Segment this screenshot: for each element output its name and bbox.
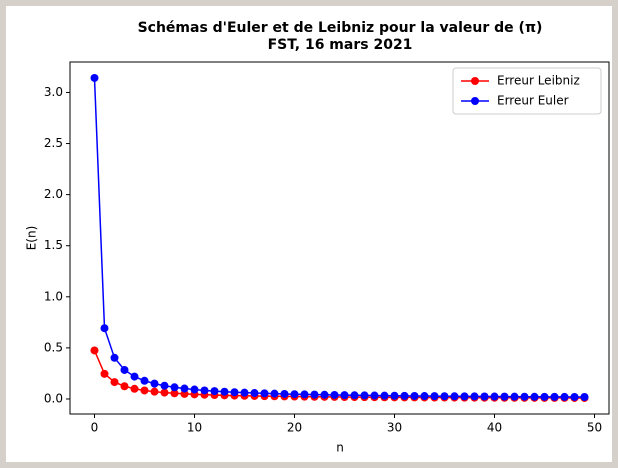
data-point <box>570 392 579 401</box>
legend-box <box>452 67 602 115</box>
data-point <box>90 346 99 355</box>
data-point <box>270 389 279 398</box>
y-tick-label: 2.5 <box>44 136 63 150</box>
x-tick-label: 0 <box>91 421 99 435</box>
y-tick-label: 1.5 <box>44 238 63 252</box>
data-point <box>130 372 139 381</box>
y-tick-label: 1.0 <box>44 289 63 303</box>
x-tick-label: 50 <box>587 421 602 435</box>
data-point <box>230 388 239 397</box>
data-point <box>100 324 109 333</box>
chart-subtitle: FST, 16 mars 2021 <box>268 37 413 53</box>
data-point <box>100 369 109 378</box>
legend-marker <box>471 97 479 105</box>
legend-label: Erreur Euler <box>497 94 569 108</box>
data-point <box>450 392 459 401</box>
data-point <box>400 391 409 400</box>
y-tick-label: 2.0 <box>44 187 63 201</box>
data-point <box>120 382 129 391</box>
data-point <box>520 392 529 401</box>
data-point <box>130 384 139 393</box>
data-point <box>340 391 349 400</box>
data-point <box>390 391 399 400</box>
data-point <box>380 391 389 400</box>
data-point <box>280 389 289 398</box>
data-point <box>350 391 359 400</box>
data-point <box>300 390 309 399</box>
x-axis-label: n <box>336 441 344 455</box>
data-point <box>490 392 499 401</box>
data-point <box>140 386 149 395</box>
data-point <box>320 390 329 399</box>
data-point <box>170 383 179 392</box>
data-point <box>220 387 229 396</box>
data-point <box>170 389 179 398</box>
data-point <box>310 390 319 399</box>
data-point <box>460 392 469 401</box>
data-point <box>260 389 269 398</box>
legend-marker <box>471 77 479 85</box>
data-point <box>120 365 129 374</box>
data-point <box>180 384 189 393</box>
data-point <box>110 378 119 387</box>
data-point <box>430 392 439 401</box>
data-point <box>470 392 479 401</box>
y-tick-label: 0.5 <box>44 340 63 354</box>
data-point <box>290 390 299 399</box>
x-tick-label: 20 <box>287 421 302 435</box>
legend-label: Erreur Leibniz <box>497 74 580 88</box>
data-point <box>510 392 519 401</box>
data-point <box>440 392 449 401</box>
data-point <box>140 376 149 385</box>
data-point <box>210 387 219 396</box>
data-point <box>420 392 429 401</box>
data-point <box>360 391 369 400</box>
data-point <box>550 392 559 401</box>
data-point <box>330 390 339 399</box>
data-point <box>160 381 169 390</box>
data-point <box>150 387 159 396</box>
data-point <box>240 388 249 397</box>
data-point <box>480 392 489 401</box>
x-tick-label: 10 <box>187 421 202 435</box>
x-tick-label: 40 <box>487 421 502 435</box>
plot-frame <box>69 61 610 415</box>
data-point <box>250 389 259 398</box>
data-point <box>110 353 119 362</box>
data-point <box>540 392 549 401</box>
y-axis-label: E(n) <box>25 226 39 251</box>
y-tick-label: 3.0 <box>44 85 63 99</box>
data-point <box>150 379 159 388</box>
data-point <box>500 392 509 401</box>
x-tick-label: 30 <box>387 421 402 435</box>
data-point <box>200 386 209 395</box>
chart-title: Schémas d'Euler et de Leibniz pour la va… <box>138 20 543 36</box>
y-tick-label: 0.0 <box>44 391 63 405</box>
data-point <box>90 73 99 82</box>
data-point <box>580 392 589 401</box>
data-point <box>410 391 419 400</box>
data-point <box>160 388 169 397</box>
data-point <box>560 392 569 401</box>
data-point <box>530 392 539 401</box>
data-point <box>370 391 379 400</box>
data-point <box>190 385 199 394</box>
